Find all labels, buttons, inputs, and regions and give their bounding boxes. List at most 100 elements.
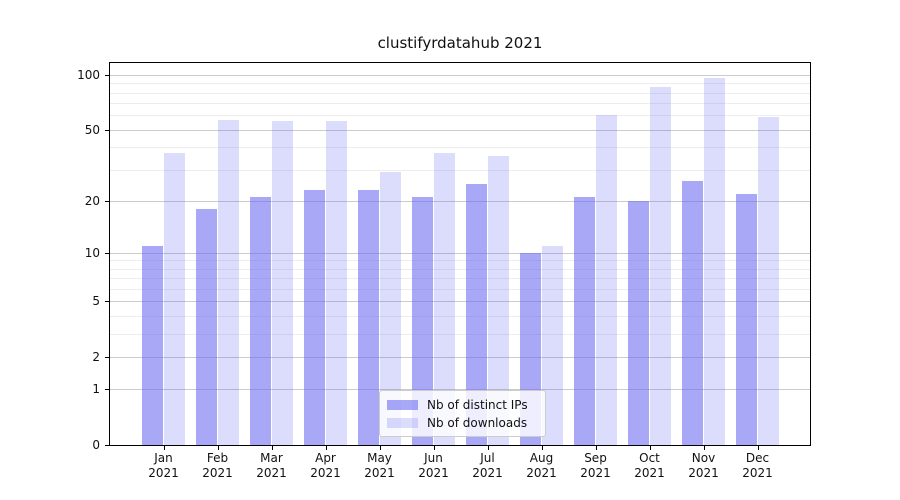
- x-tick-month: Dec: [745, 451, 770, 465]
- x-tick-year: 2021: [634, 466, 665, 480]
- gridline-major: [110, 301, 810, 303]
- gridline-minor: [110, 260, 810, 262]
- y-tick-label: 50: [84, 122, 100, 137]
- gridline-minor: [110, 147, 810, 149]
- bar-downloads: [325, 120, 348, 445]
- x-tick: [379, 445, 381, 450]
- x-tick-year: 2021: [526, 466, 557, 480]
- gridline-minor: [110, 315, 810, 317]
- y-tick: [105, 445, 110, 446]
- x-tick: [595, 445, 597, 450]
- x-tick-label: Nov 2021: [677, 451, 731, 481]
- gridline-minor: [110, 289, 810, 291]
- chart-title: clustifyrdatahub 2021: [377, 34, 543, 52]
- x-tick: [649, 445, 651, 450]
- gridline-major: [110, 356, 810, 358]
- x-tick-label: Dec 2021: [731, 451, 785, 481]
- y-tick-label: 0: [92, 438, 100, 452]
- gridline-major: [110, 389, 810, 391]
- x-tick-month: Apr: [315, 451, 336, 465]
- y-tick-label: 2: [92, 349, 100, 364]
- x-tick-label: Jun 2021: [407, 451, 461, 481]
- gridline-minor: [110, 268, 810, 270]
- gridline-minor: [110, 103, 810, 105]
- gridline-minor: [110, 333, 810, 335]
- x-tick-label: Jan 2021: [137, 451, 191, 481]
- y-tick: [105, 389, 110, 391]
- bar-distinct-ips: [627, 200, 650, 445]
- x-tick-month: Oct: [639, 451, 660, 465]
- y-tick: [105, 356, 110, 358]
- x-tick: [541, 445, 543, 450]
- bar-downloads: [757, 116, 780, 445]
- x-tick: [757, 445, 759, 450]
- x-tick-label: Sep 2021: [569, 451, 623, 481]
- bar-downloads: [163, 153, 186, 445]
- gridline-minor: [110, 169, 810, 171]
- bar-distinct-ips: [249, 197, 272, 445]
- bar-distinct-ips: [357, 190, 380, 445]
- legend-swatch-downloads: [387, 417, 418, 428]
- x-tick: [163, 445, 165, 450]
- y-tick: [105, 75, 110, 77]
- bar-downloads: [487, 155, 510, 445]
- bar-downloads: [703, 78, 726, 445]
- x-tick: [217, 445, 219, 450]
- x-tick-label: Apr 2021: [299, 451, 353, 481]
- x-tick-month: May: [367, 451, 392, 465]
- x-tick: [271, 445, 273, 450]
- gridline-minor: [110, 278, 810, 280]
- gridline-major: [110, 129, 810, 131]
- bar-distinct-ips: [411, 197, 434, 445]
- x-tick: [487, 445, 489, 450]
- x-tick-month: Mar: [260, 451, 283, 465]
- x-tick-year: 2021: [256, 466, 287, 480]
- bar-distinct-ips: [573, 197, 596, 445]
- gridline-major: [110, 75, 810, 77]
- bar-distinct-ips: [303, 190, 326, 445]
- x-tick-year: 2021: [688, 466, 719, 480]
- y-tick: [105, 252, 110, 254]
- x-tick-label: Jul 2021: [461, 451, 515, 481]
- y-tick-label: 20: [84, 193, 100, 208]
- legend-entry-downloads: Nb of downloads: [387, 416, 545, 430]
- x-tick-month: Nov: [691, 451, 716, 465]
- x-tick-year: 2021: [310, 466, 341, 480]
- legend-label-distinct-ips: Nb of distinct IPs: [427, 397, 528, 412]
- x-tick-year: 2021: [202, 466, 233, 480]
- bar-downloads: [217, 119, 240, 445]
- x-tick: [433, 445, 435, 450]
- bar-downloads: [649, 87, 672, 445]
- x-tick: [703, 445, 705, 450]
- y-tick: [105, 301, 110, 303]
- bar-downloads: [595, 115, 618, 445]
- bar-distinct-ips: [195, 208, 218, 445]
- x-tick-year: 2021: [472, 466, 503, 480]
- y-tick: [105, 200, 110, 202]
- bar-distinct-ips: [735, 193, 758, 445]
- bar-downloads: [433, 153, 456, 445]
- y-tick-label: 10: [84, 245, 100, 260]
- x-tick-label: May 2021: [353, 451, 407, 481]
- gridline-minor: [110, 115, 810, 117]
- x-tick-label: Aug 2021: [515, 451, 569, 481]
- legend-swatch-distinct-ips: [387, 399, 418, 410]
- legend-label-downloads: Nb of downloads: [427, 415, 528, 430]
- x-tick-label: Oct 2021: [623, 451, 677, 481]
- x-tick-month: Jul: [480, 451, 495, 465]
- x-tick-month: Aug: [529, 451, 554, 465]
- x-tick-year: 2021: [148, 466, 179, 480]
- x-tick-month: Sep: [584, 451, 607, 465]
- x-tick-year: 2021: [580, 466, 611, 480]
- bar-distinct-ips: [465, 183, 488, 445]
- x-tick-label: Feb 2021: [191, 451, 245, 481]
- gridline-minor: [110, 83, 810, 85]
- bar-downloads: [271, 120, 294, 445]
- x-tick-year: 2021: [418, 466, 449, 480]
- x-tick-month: Jan: [154, 451, 173, 465]
- bar-downloads: [379, 172, 402, 445]
- y-tick-label: 100: [77, 68, 100, 83]
- x-tick-year: 2021: [742, 466, 773, 480]
- y-tick: [105, 129, 110, 131]
